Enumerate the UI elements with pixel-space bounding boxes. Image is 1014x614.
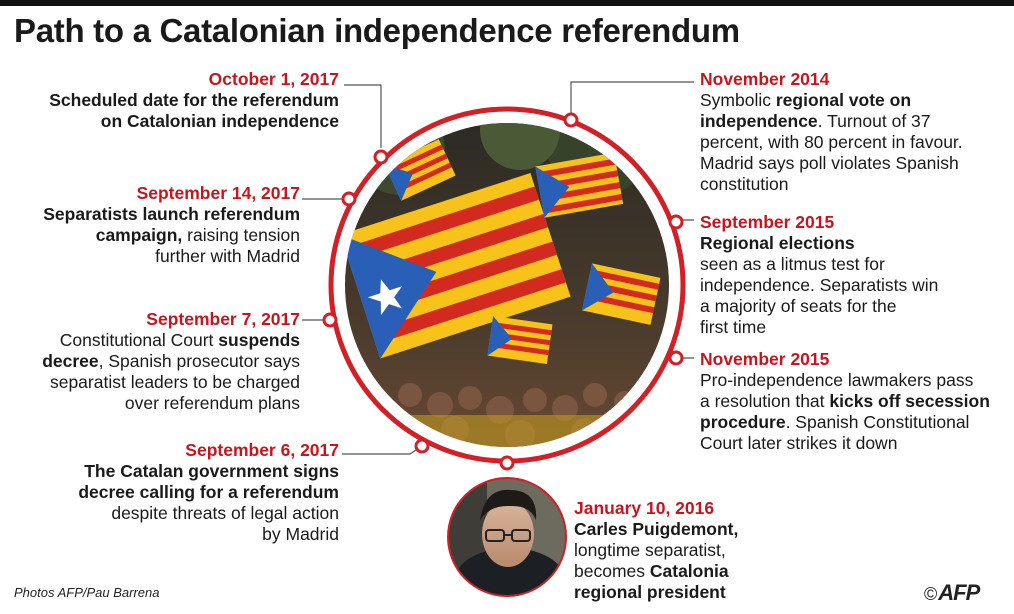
event-text: percent, with 80 percent in favour. [700, 132, 963, 152]
event-date: September 6, 2017 [185, 440, 339, 460]
event-text: decree [42, 351, 99, 371]
event-text: further with Madrid [155, 246, 300, 266]
top-rule [0, 0, 1014, 6]
event-text: on Catalonian independence [100, 111, 339, 131]
event-text: campaign, [95, 225, 183, 245]
event-nov-2014: November 2014 Symbolic regional vote on … [700, 69, 963, 195]
event-text: regional president [574, 582, 726, 602]
event-date: November 2014 [700, 69, 830, 89]
event-text: by Madrid [262, 524, 339, 544]
event-text: suspends [218, 330, 300, 350]
event-text: Catalonia [649, 561, 729, 581]
event-date: January 10, 2016 [574, 498, 715, 518]
event-sep-6-2017: September 6, 2017 The Catalan government… [78, 440, 339, 545]
event-text: becomes [574, 561, 650, 581]
event-sep-7-2017: September 7, 2017 Constitutional Court s… [42, 309, 300, 414]
event-text: kicks off secession [829, 391, 990, 411]
event-text: raising tension [182, 225, 300, 245]
event-text: Carles Puigdemont, [574, 519, 739, 539]
event-text: Symbolic [700, 90, 776, 110]
event-text: Constitutional Court [59, 330, 219, 350]
event-text: seen as a litmus test for [700, 254, 885, 274]
afp-logo: ©AFP [924, 580, 980, 606]
event-date: September 14, 2017 [136, 183, 300, 203]
event-date: October 1, 2017 [208, 69, 339, 89]
event-text: decree calling for a referendum [78, 482, 339, 502]
photo-credit: Photos AFP/Pau Barrena [14, 585, 160, 600]
event-text: independence. Separatists win [700, 275, 939, 295]
event-text: over referendum plans [124, 393, 300, 413]
event-text: , Spanish prosecutor says [98, 351, 300, 371]
event-text: Separatists launch referendum [43, 204, 300, 224]
event-text: longtime separatist, [574, 540, 726, 560]
page-title: Path to a Catalonian independence refere… [14, 12, 740, 49]
event-date: November 2015 [700, 349, 830, 369]
event-text: a resolution that [700, 391, 830, 411]
event-text: a majority of seats for the [700, 296, 897, 316]
event-date: September 2015 [700, 212, 835, 232]
copyright-symbol: © [924, 584, 937, 604]
event-text: Madrid says poll violates Spanish [700, 153, 959, 173]
event-sep-14-2017: September 14, 2017 Separatists launch re… [43, 183, 300, 267]
event-jan-10-2016: January 10, 2016 Carles Puigdemont, long… [574, 498, 738, 603]
event-oct-1-2017: October 1, 2017 Scheduled date for the r… [49, 69, 339, 132]
event-text: first time [700, 317, 767, 337]
event-text: Scheduled date for the referendum [49, 90, 339, 110]
portrait-photo [447, 477, 567, 597]
event-text: The Catalan government signs [84, 461, 339, 481]
event-text: . Turnout of 37 [817, 111, 931, 131]
event-text: Pro-independence lawmakers pass [700, 370, 974, 390]
event-text: despite threats of legal action [111, 503, 339, 523]
event-text: Court later strikes it down [700, 433, 898, 453]
event-text: . Spanish Constitutional [785, 412, 970, 432]
event-text: independence [700, 111, 818, 131]
event-text: constitution [700, 174, 789, 194]
event-nov-2015: November 2015 Pro-independence lawmakers… [700, 349, 990, 454]
event-text: Regional elections [700, 233, 855, 253]
timeline-markers [322, 112, 684, 471]
event-sep-2015: September 2015 Regional elections seen a… [700, 212, 938, 338]
event-text: procedure [700, 412, 786, 432]
event-text: regional vote on [775, 90, 912, 110]
event-date: September 7, 2017 [146, 309, 300, 329]
event-text: separatist leaders to be charged [49, 372, 300, 392]
crowd-photo [345, 123, 669, 447]
afp-logo-text: AFP [938, 580, 980, 605]
